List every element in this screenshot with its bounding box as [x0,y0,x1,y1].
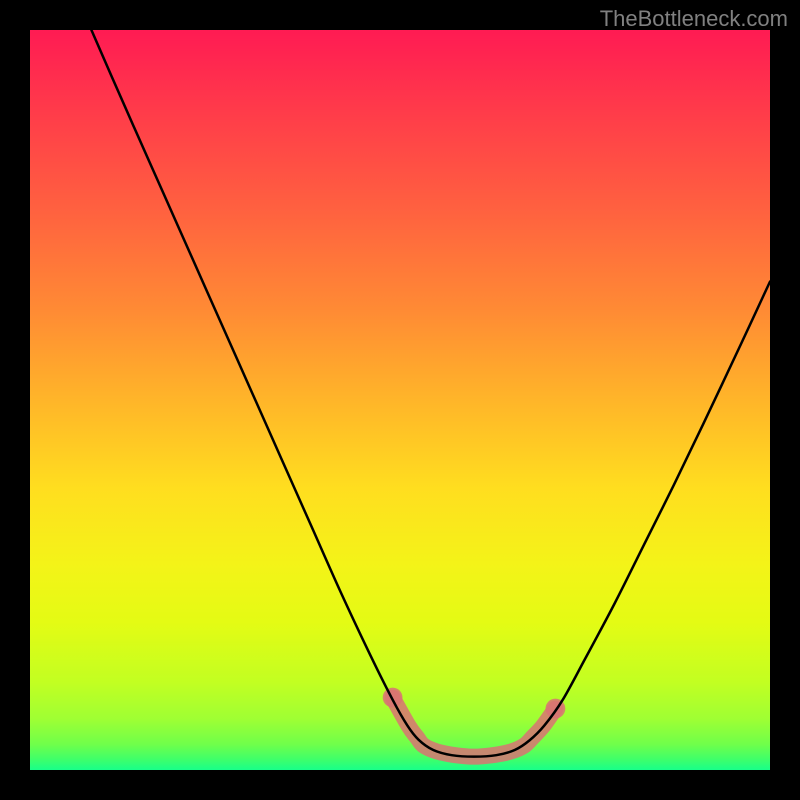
chart-container: TheBottleneck.com [0,0,800,800]
bottleneck-chart [0,0,800,800]
watermark-label: TheBottleneck.com [600,6,788,32]
